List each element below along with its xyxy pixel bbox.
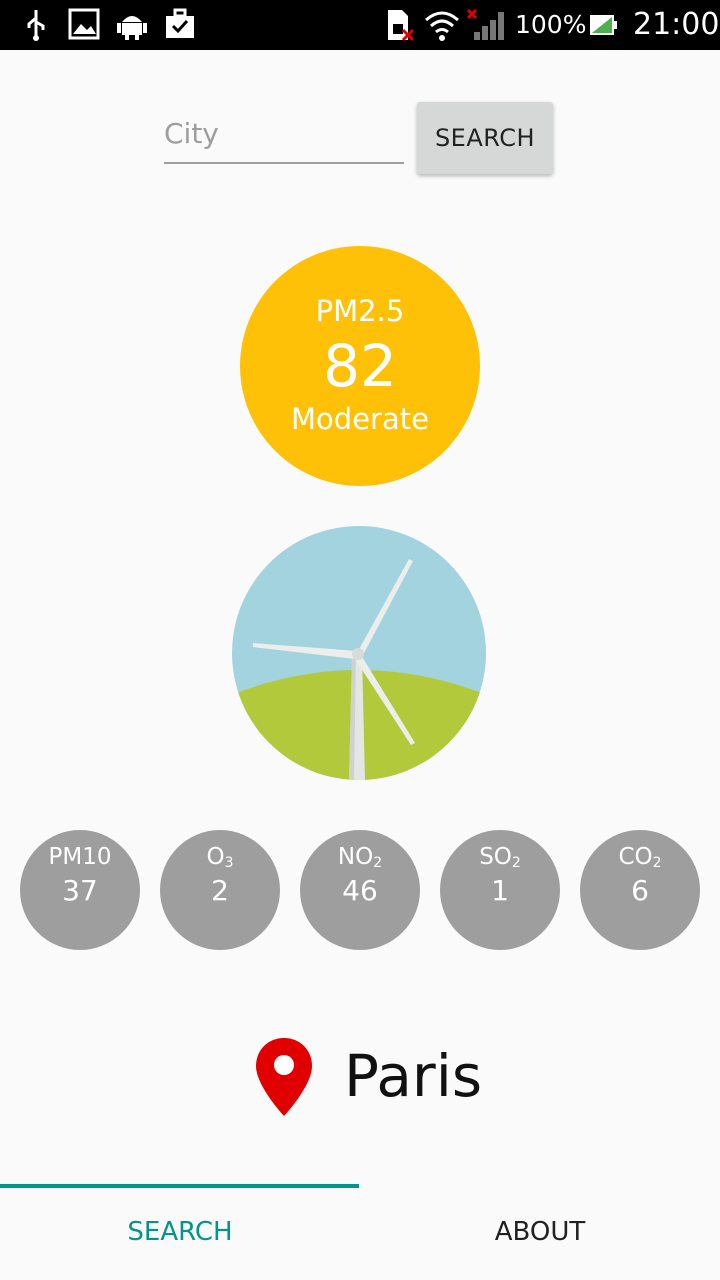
- tab-about[interactable]: ABOUT: [494, 1217, 586, 1247]
- pollutant-value: 46: [342, 874, 378, 907]
- pollutant-value: 2: [211, 874, 229, 907]
- android-icon: [117, 16, 147, 40]
- tab-search[interactable]: SEARCH: [127, 1217, 233, 1247]
- status-bar: 100% 21:00: [0, 0, 720, 50]
- wifi-icon: [425, 11, 459, 41]
- city-name: Paris: [344, 1042, 483, 1110]
- search-button[interactable]: SEARCH: [417, 102, 553, 174]
- battery-icon: [590, 15, 617, 35]
- pollutant-name: CO2: [618, 844, 662, 871]
- pollutant-name: PM10: [48, 844, 112, 870]
- wind-turbine-icon: [232, 526, 486, 780]
- pollutant-name: SO2: [479, 844, 521, 871]
- clock: 21:00: [633, 7, 720, 42]
- location-pin-icon: [256, 1038, 312, 1116]
- pollutant-so2: SO2 1: [440, 830, 560, 950]
- pollutant-o3: O3 2: [160, 830, 280, 950]
- aqi-value: 82: [323, 332, 397, 400]
- aqi-category: Moderate: [291, 402, 429, 436]
- pollutant-value: 1: [491, 874, 509, 907]
- pollutant-no2: NO2 46: [300, 830, 420, 950]
- aqi-pollutant-label: PM2.5: [315, 294, 405, 328]
- battery-percentage: 100%: [515, 10, 587, 39]
- tab-indicator: [0, 1184, 359, 1188]
- briefcase-check-icon: [166, 8, 194, 38]
- pollutant-value: 37: [62, 874, 98, 907]
- city-input[interactable]: [164, 108, 404, 164]
- aqi-indicator: PM2.5 82 Moderate: [240, 246, 480, 486]
- image-icon: [68, 8, 100, 40]
- pollutant-co2: CO2 6: [580, 830, 700, 950]
- pollutant-value: 6: [631, 874, 649, 907]
- usb-icon: [27, 10, 45, 41]
- sim-error-icon: [388, 10, 415, 42]
- signal-icon: [466, 8, 504, 40]
- pollutant-pm10: PM10 37: [20, 830, 140, 950]
- pollutant-name: O3: [206, 844, 234, 871]
- pollutant-name: NO2: [337, 844, 383, 871]
